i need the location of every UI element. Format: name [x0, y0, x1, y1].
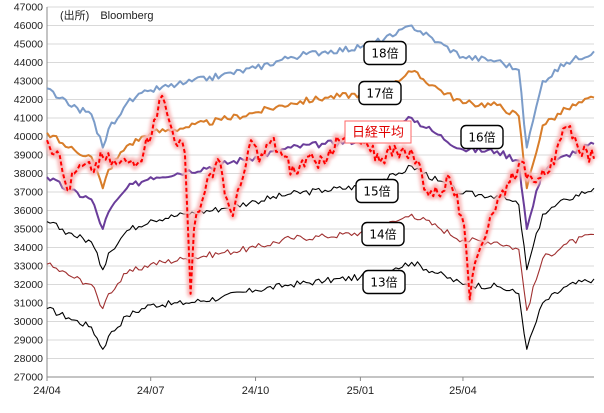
y-tick-label: 27000: [14, 372, 43, 384]
annotation-line-18: 18倍: [363, 40, 407, 66]
y-tick-label: 44000: [14, 57, 43, 69]
annotation-line-15: 15倍: [355, 178, 399, 204]
y-tick-label: 35000: [14, 224, 43, 236]
annotation-box: [344, 120, 412, 144]
annotation-line-17: 17倍: [358, 80, 402, 106]
y-tick-label: 33000: [14, 261, 43, 273]
annotation-box: [460, 124, 504, 150]
series-line-nikkei: [46, 94, 595, 301]
y-tick-label: 37000: [14, 187, 43, 199]
annotation-box: [358, 80, 402, 106]
annotation-text: 16倍: [468, 130, 495, 145]
y-tick-label: 47000: [14, 2, 43, 14]
y-tick-label: 43000: [14, 76, 43, 88]
y-tick-label: 38000: [14, 168, 43, 180]
y-tick-label: 31000: [14, 298, 43, 310]
x-tick-label: 24/10: [242, 385, 270, 397]
y-tick-label: 34000: [14, 242, 43, 254]
y-tick-label: 30000: [14, 316, 43, 328]
y-axis-ticks: 27000 28000 29000 30000 31000 32000 33000 34000…: [14, 2, 43, 384]
annotation-line-16: 16倍: [460, 124, 504, 150]
y-tick-label: 39000: [14, 150, 43, 162]
annotation-line-13: 13倍: [362, 269, 406, 295]
annotation-line-14: 14倍: [361, 221, 405, 247]
series-line-line-13: [46, 261, 595, 350]
y-tick-label: 40000: [14, 131, 43, 143]
annotation-text: 14倍: [369, 227, 396, 242]
x-axis-ticks: 24/04 24/07 24/10 25/01 25/04: [33, 377, 477, 397]
annotation-box: [361, 221, 405, 247]
y-tick-label: 32000: [14, 279, 43, 291]
x-tick-label: 25/01: [347, 385, 375, 397]
y-tick-label: 42000: [14, 94, 43, 106]
y-tick-label: 46000: [14, 20, 43, 32]
annotation-box: [355, 178, 399, 204]
y-tick-label: 28000: [14, 353, 43, 365]
annotation-nikkei: 日経平均: [344, 120, 412, 144]
series-layer: [43, 24, 598, 350]
annotation-text: 日経平均: [352, 126, 404, 141]
y-tick-label: 41000: [14, 113, 43, 125]
annotation-box: [362, 269, 406, 295]
annotation-text: 13倍: [370, 275, 397, 290]
annotation-text: 15倍: [363, 184, 390, 199]
annotation-layer: 18倍 17倍 16倍 15倍 14倍 13倍 日経平均: [344, 40, 504, 295]
y-tick-label: 45000: [14, 39, 43, 51]
annotation-text: 18倍: [371, 46, 398, 61]
series-line-line-18: [46, 24, 595, 149]
x-tick-label: 25/04: [449, 385, 477, 397]
annotation-box: [363, 40, 407, 66]
annotation-text: 17倍: [366, 86, 393, 101]
series-line-line-16: [46, 115, 595, 230]
source-note: (出所) Bloomberg: [60, 8, 154, 22]
y-tick-label: 29000: [14, 335, 43, 347]
y-tick-label: 36000: [14, 205, 43, 217]
series-line-line-17: [46, 69, 595, 190]
series-line-line-14: [46, 213, 595, 311]
x-tick-label: 24/04: [33, 385, 61, 397]
x-tick-label: 24/07: [137, 385, 165, 397]
